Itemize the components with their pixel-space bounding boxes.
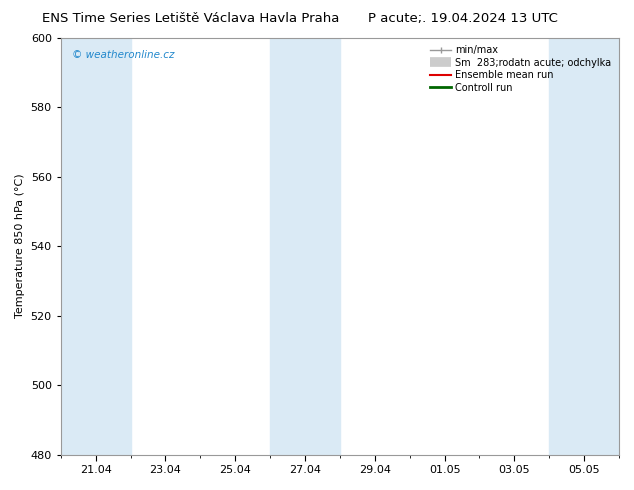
Text: P acute;. 19.04.2024 13 UTC: P acute;. 19.04.2024 13 UTC [368, 12, 558, 25]
Y-axis label: Temperature 850 hPa (°C): Temperature 850 hPa (°C) [15, 174, 25, 318]
Legend: min/max, Sm  283;rodatn acute; odchylka, Ensemble mean run, Controll run: min/max, Sm 283;rodatn acute; odchylka, … [427, 43, 614, 96]
Text: © weatheronline.cz: © weatheronline.cz [72, 50, 174, 60]
Bar [270, 38, 340, 455]
Bar [61, 38, 131, 455]
Bar [549, 38, 619, 455]
Text: ENS Time Series Letiště Václava Havla Praha: ENS Time Series Letiště Václava Havla Pr… [41, 12, 339, 25]
